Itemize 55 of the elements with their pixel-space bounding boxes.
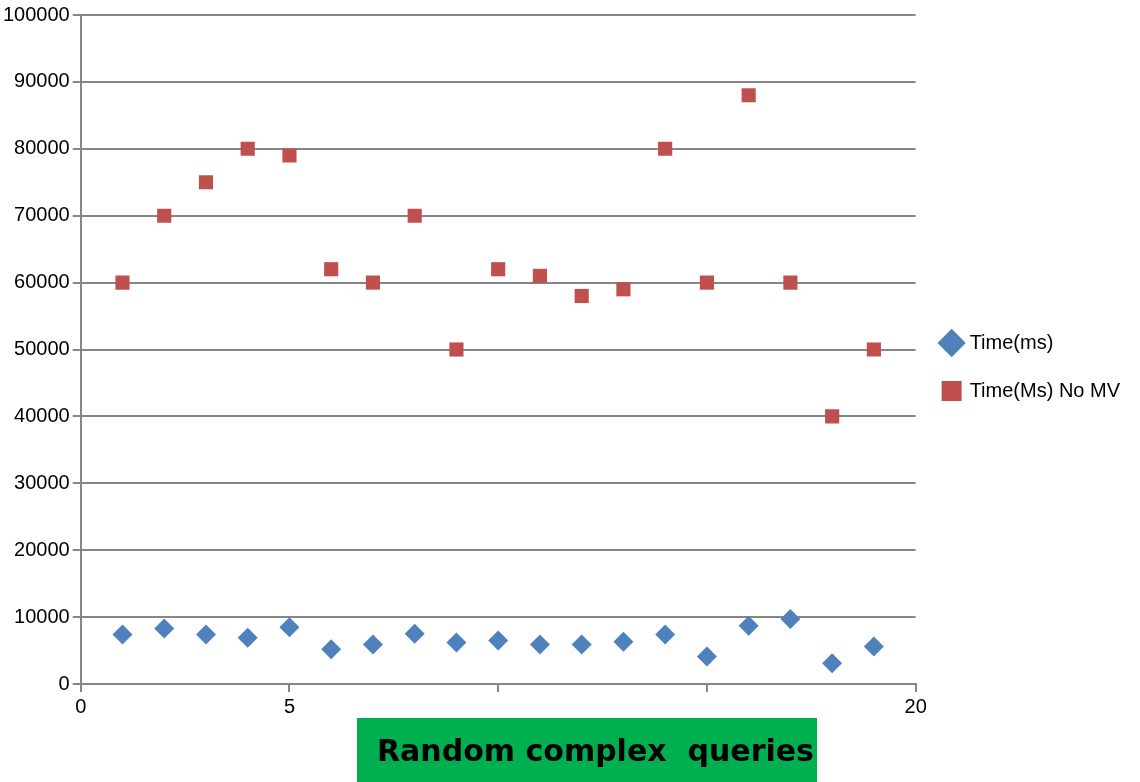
point	[822, 653, 843, 674]
point	[738, 615, 759, 636]
point	[613, 631, 634, 652]
point	[866, 342, 881, 357]
y-tick-label: 100000	[2, 2, 70, 25]
point	[783, 275, 798, 290]
point	[696, 646, 717, 667]
y-tick-label: 80000	[14, 136, 70, 159]
x-tick-label: 5	[283, 694, 296, 717]
point	[195, 624, 216, 645]
y-tick-label: 60000	[14, 270, 70, 293]
point	[780, 609, 801, 630]
point	[112, 624, 133, 645]
x-tick-label: 20	[904, 694, 927, 717]
point	[863, 636, 884, 657]
point	[362, 634, 383, 655]
point	[240, 141, 255, 156]
y-tick-label: 70000	[14, 203, 70, 226]
point	[699, 275, 714, 290]
point	[115, 275, 130, 290]
point	[574, 288, 589, 304]
point	[446, 632, 467, 653]
y-tick-label: 40000	[14, 403, 70, 426]
point	[324, 262, 339, 277]
legend-label: Time(ms)	[969, 330, 1054, 353]
point	[571, 634, 592, 655]
point	[279, 617, 300, 638]
point	[365, 275, 381, 290]
point	[488, 630, 509, 651]
point	[532, 268, 548, 283]
point	[237, 627, 258, 648]
y-tick-label: 90000	[14, 69, 70, 92]
point	[491, 262, 506, 277]
legend-label: Time(Ms) No MV	[969, 378, 1121, 401]
point	[741, 88, 756, 103]
point	[616, 282, 631, 297]
point	[407, 208, 422, 223]
y-tick-label: 50000	[14, 337, 70, 360]
point	[198, 175, 214, 190]
y-tick-label: 10000	[14, 604, 70, 627]
point	[655, 624, 676, 645]
point	[658, 141, 673, 156]
y-tick-label: 20000	[14, 537, 70, 560]
point	[529, 634, 550, 655]
point	[321, 639, 342, 660]
point	[825, 409, 840, 424]
point	[404, 623, 425, 644]
y-tick-label: 0	[58, 671, 70, 694]
point	[157, 208, 172, 223]
y-tick-label: 30000	[14, 470, 70, 493]
point	[282, 148, 297, 163]
x-axis-title: Random complex queries	[357, 718, 817, 782]
point	[154, 618, 175, 639]
x-tick-label: 0	[75, 694, 87, 717]
point	[449, 342, 464, 357]
